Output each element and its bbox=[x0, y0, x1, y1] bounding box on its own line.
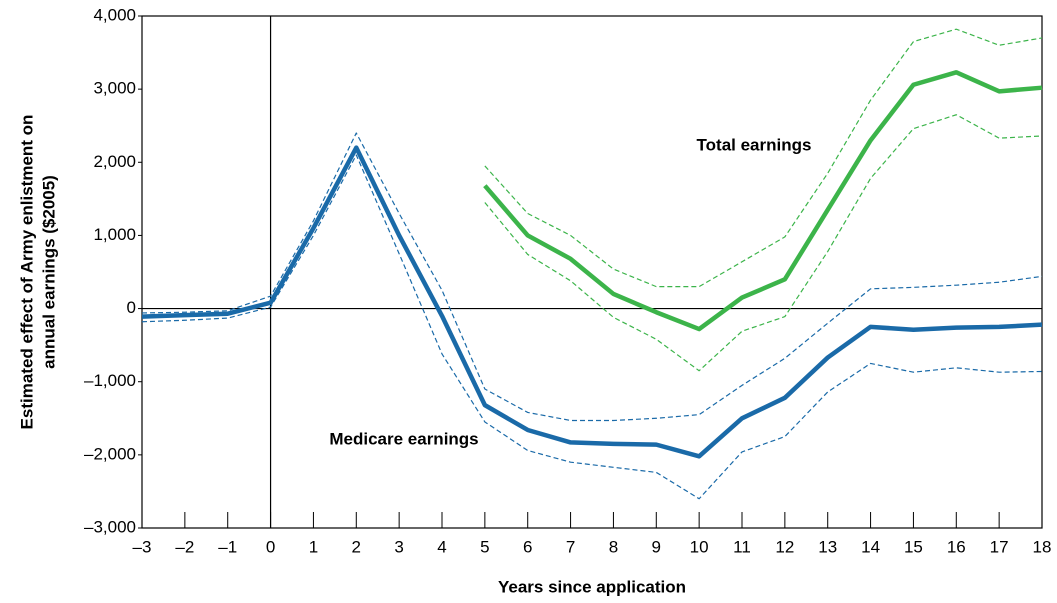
x-tick-label: 12 bbox=[775, 537, 794, 556]
y-tick-label: 2,000 bbox=[93, 152, 136, 171]
y-tick-label: 1,000 bbox=[93, 225, 136, 244]
x-tick-label: –2 bbox=[175, 537, 194, 556]
x-tick-label: 6 bbox=[523, 537, 532, 556]
y-tick-label: –3,000 bbox=[84, 517, 136, 536]
plot-frame bbox=[141, 15, 1043, 529]
y-tick-label: 3,000 bbox=[93, 79, 136, 98]
confidence-line bbox=[484, 114, 1043, 372]
series-label: Total earnings bbox=[697, 135, 812, 154]
series-label: Medicare earnings bbox=[329, 429, 478, 448]
x-tick-label: 18 bbox=[1033, 537, 1052, 556]
x-tick-label: 3 bbox=[394, 537, 403, 556]
x-tick-label: 15 bbox=[904, 537, 923, 556]
x-tick-label: 2 bbox=[352, 537, 361, 556]
x-tick-label: –3 bbox=[133, 537, 152, 556]
x-tick-label: 1 bbox=[309, 537, 318, 556]
x-tick-label: 17 bbox=[990, 537, 1009, 556]
x-tick-label: 16 bbox=[947, 537, 966, 556]
x-tick-label: 9 bbox=[652, 537, 661, 556]
x-tick-label: 7 bbox=[566, 537, 575, 556]
x-tick-label: 8 bbox=[609, 537, 618, 556]
confidence-line bbox=[484, 28, 1043, 288]
x-axis-label: Years since application bbox=[498, 577, 686, 596]
confidence-line bbox=[141, 154, 1043, 500]
x-tick-label: 0 bbox=[266, 537, 275, 556]
y-tick-label: 4,000 bbox=[93, 5, 136, 24]
x-tick-label: 10 bbox=[690, 537, 709, 556]
series-line bbox=[483, 70, 1043, 332]
x-tick-label: –1 bbox=[218, 537, 237, 556]
y-axis-label: Estimated effect of Army enlistment on bbox=[17, 115, 36, 430]
series-line bbox=[141, 145, 1043, 459]
x-tick-label: 11 bbox=[733, 537, 751, 556]
x-tick-label: 13 bbox=[818, 537, 837, 556]
confidence-line bbox=[141, 132, 1043, 422]
y-tick-label: –1,000 bbox=[84, 371, 136, 390]
y-tick-label: –2,000 bbox=[84, 444, 136, 463]
y-tick-label: 0 bbox=[127, 298, 136, 317]
x-tick-label: 4 bbox=[437, 537, 446, 556]
y-axis-label: annual earnings ($2005) bbox=[39, 175, 58, 369]
x-tick-label: 14 bbox=[861, 537, 880, 556]
x-tick-label: 5 bbox=[480, 537, 489, 556]
